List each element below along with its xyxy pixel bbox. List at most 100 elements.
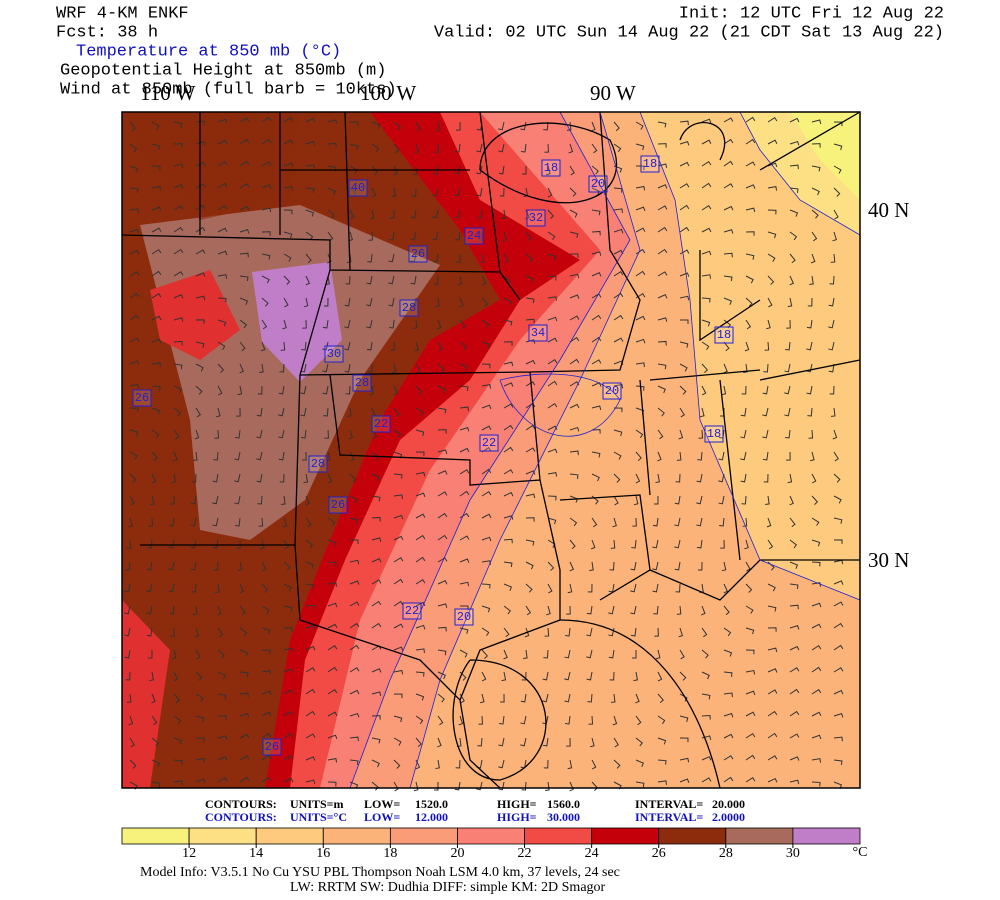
wind-barb [789, 667, 800, 673]
wind-barb [371, 579, 382, 585]
wind-barb [609, 671, 615, 681]
wind-barb [393, 623, 404, 629]
wind-barb [767, 162, 778, 168]
wind-barb [261, 670, 272, 675]
wind-barb [481, 341, 491, 349]
wind-barb [305, 733, 316, 739]
wind-barb [433, 275, 439, 285]
wind-barb [149, 671, 154, 682]
wind-barb [415, 492, 426, 498]
wind-barb [500, 693, 505, 703]
wind-barb [437, 557, 448, 563]
wind-barb [151, 451, 158, 462]
wind-barb [743, 363, 748, 373]
contour-label-box [308, 455, 328, 473]
wind-barb [239, 205, 250, 211]
wind-barb [173, 248, 184, 255]
wind-barb [613, 143, 622, 153]
wind-barb [745, 184, 756, 189]
wind-barb [459, 297, 465, 308]
longitude-label: 90 W [590, 81, 636, 105]
wind-barb [476, 187, 483, 197]
wind-barb [217, 671, 226, 680]
wind-barb [591, 359, 602, 365]
wind-barb [173, 407, 181, 417]
wind-barb [833, 187, 841, 197]
wind-barb [723, 117, 734, 123]
wind-barb [701, 715, 711, 720]
wind-barb [569, 473, 579, 479]
wind-barb [588, 715, 594, 725]
wind-barb [723, 583, 729, 594]
wind-barb [501, 671, 507, 682]
wind-barb [437, 363, 445, 373]
wind-barb [283, 231, 293, 239]
wind-barb [151, 315, 162, 321]
wind-barb [503, 605, 512, 615]
wind-barb [701, 341, 710, 350]
wind-barb [173, 143, 183, 148]
wind-barb [652, 561, 659, 571]
wind-barb [811, 119, 822, 124]
wind-barb [503, 469, 514, 475]
wind-barb [371, 558, 382, 563]
wind-barb [389, 319, 395, 329]
wind-barb [239, 160, 250, 167]
wind-barb [590, 539, 596, 550]
wind-barb [481, 319, 490, 328]
wind-barb [697, 561, 703, 571]
wind-barb [481, 583, 491, 589]
wind-barb [679, 649, 685, 660]
wind-barb [344, 297, 351, 307]
wind-barb [741, 385, 747, 395]
field-title: Temperature at 850 mb (°C) [76, 42, 341, 61]
wind-barb [612, 517, 617, 528]
wind-barb [173, 780, 183, 785]
wind-barb [811, 231, 818, 242]
wind-barb [327, 561, 337, 567]
wind-barb [591, 251, 602, 256]
wind-barb [371, 121, 381, 129]
wind-barb [305, 164, 315, 170]
colorbar-segment [322, 827, 391, 845]
wind-barb [723, 205, 734, 211]
wind-barb [344, 319, 351, 329]
wind-barb [415, 648, 425, 653]
temp-band [640, 112, 860, 600]
wind-barb [192, 605, 198, 615]
contour-info: LOW= [364, 797, 400, 811]
wind-barb [349, 580, 360, 585]
wind-barb [586, 605, 593, 615]
wind-barb [173, 429, 180, 440]
wind-barb [170, 495, 175, 505]
wind-barb [217, 649, 225, 659]
wind-barb [125, 561, 131, 571]
wind-barb [745, 138, 756, 145]
wind-barb [635, 781, 645, 788]
wind-barb [569, 539, 576, 550]
wind-barb [481, 425, 492, 431]
wind-barb [723, 138, 734, 145]
wind-barb [612, 715, 618, 726]
wind-barb [459, 581, 470, 587]
wind-barb [283, 139, 294, 145]
wind-barb [195, 204, 206, 211]
wind-barb [481, 384, 492, 389]
wind-barb [371, 668, 382, 673]
wind-barb [327, 734, 338, 740]
temp-band [790, 112, 860, 200]
wind-barb [454, 781, 461, 791]
wind-barb [346, 407, 352, 417]
wind-barb [234, 473, 241, 483]
wind-barb [481, 404, 492, 410]
wind-barb [415, 556, 426, 563]
wind-barb [191, 583, 197, 593]
wind-barb [635, 338, 646, 344]
wind-barb [151, 781, 161, 788]
latitude-label: 30 N [868, 548, 909, 572]
wind-barb [525, 297, 535, 304]
contour-label: 18 [717, 328, 731, 342]
wind-barb [261, 184, 272, 189]
wind-barb [261, 275, 270, 284]
wind-barb [679, 341, 689, 348]
